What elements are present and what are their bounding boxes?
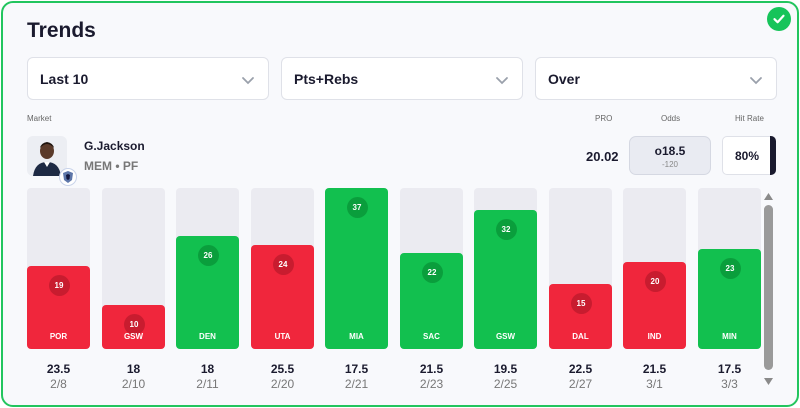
game-date: 2/11	[196, 377, 219, 391]
game-date: 2/23	[419, 377, 444, 391]
bar-track[interactable]: 37 MIA	[325, 188, 388, 349]
scroll-up-icon[interactable]	[763, 192, 774, 201]
game-line: 17.5	[344, 362, 369, 376]
bar-value-label: 15	[570, 293, 592, 314]
bar-track[interactable]: 32 GSW	[474, 188, 537, 349]
bar-track[interactable]: 20 IND	[623, 188, 686, 349]
bar-value-label: 23	[719, 258, 741, 279]
scrollbar-thumb[interactable]	[764, 205, 773, 370]
bar-fill: 22 SAC	[400, 253, 463, 349]
game-line: 21.5	[642, 362, 667, 376]
odds-price: -120	[661, 160, 678, 169]
bar-value-label: 10	[123, 314, 145, 335]
bar-fill: 37 MIA	[325, 188, 388, 349]
game-date: 2/8	[50, 377, 67, 391]
bar-track[interactable]: 22 SAC	[400, 188, 463, 349]
bar-track[interactable]: 26 DEN	[176, 188, 239, 349]
game-line: 25.5	[270, 362, 295, 376]
chevron-down-icon	[750, 77, 762, 85]
scroll-down-icon[interactable]	[763, 377, 774, 386]
bar-opponent-label: MIA	[349, 332, 364, 341]
bar-track[interactable]: 10 GSW	[102, 188, 165, 349]
odds-label: Odds	[661, 114, 681, 123]
bar-opponent-label: UTA	[274, 332, 291, 341]
player-headshot-icon	[33, 142, 61, 176]
bar-track[interactable]: 19 POR	[27, 188, 90, 349]
player-team-position: MEM • PF	[84, 159, 139, 173]
bar-value-label: 37	[346, 197, 368, 218]
bar-opponent-label: GSW	[123, 332, 144, 341]
bar-fill: 32 GSW	[474, 210, 537, 349]
avatar	[27, 136, 67, 176]
bar-fill: 23 MIN	[698, 249, 761, 349]
hit-rate-value: 80%	[735, 148, 760, 163]
market-label: Market	[27, 114, 52, 123]
market-select[interactable]: Pts+Rebs	[281, 57, 523, 100]
bar-value-label: 22	[421, 262, 443, 283]
bar-fill: 15 DAL	[549, 284, 612, 349]
hit-rate-label: Hit Rate	[735, 114, 764, 123]
game-line: 17.5	[717, 362, 742, 376]
bar-fill: 10 GSW	[102, 305, 165, 349]
game-line: 23.5	[46, 362, 71, 376]
game-line: 18	[200, 362, 215, 376]
bar-fill: 24 UTA	[251, 245, 314, 349]
game-line: 19.5	[493, 362, 518, 376]
odds-line: o18.5	[654, 144, 686, 158]
bar-track[interactable]: 23 MIN	[698, 188, 761, 349]
market-select-label: Pts+Rebs	[294, 70, 359, 87]
game-line: 22.5	[568, 362, 593, 376]
hit-rate-indicator	[770, 136, 776, 175]
period-select[interactable]: Last 10	[27, 57, 269, 100]
bar-value-label: 24	[272, 254, 294, 275]
bar-opponent-label: DAL	[572, 332, 589, 341]
bar-value-label: 19	[48, 275, 70, 296]
bar-value-label: 32	[495, 219, 517, 240]
bar-track[interactable]: 15 DAL	[549, 188, 612, 349]
bar-opponent-label: POR	[49, 332, 68, 341]
side-select[interactable]: Over	[535, 57, 777, 100]
hit-rate-box: 80%	[722, 136, 776, 175]
pro-label: PRO	[595, 114, 613, 123]
bar-fill: 20 IND	[623, 262, 686, 349]
game-date: 2/10	[121, 377, 146, 391]
game-date: 3/1	[646, 377, 663, 391]
bar-value-label: 26	[197, 245, 219, 266]
period-select-label: Last 10	[40, 70, 89, 87]
player-name: G.Jackson	[84, 139, 145, 153]
bar-value-label: 20	[644, 271, 666, 292]
game-line: 18	[126, 362, 141, 376]
game-date: 3/3	[721, 377, 738, 391]
game-date: 2/27	[568, 377, 593, 391]
bar-opponent-label: IND	[647, 332, 662, 341]
check-icon	[767, 7, 791, 31]
game-date: 2/25	[493, 377, 518, 391]
bar-opponent-label: MIN	[722, 332, 737, 341]
pro-value: 20.02	[586, 149, 619, 164]
bar-track[interactable]: 24 UTA	[251, 188, 314, 349]
bar-opponent-label: SAC	[423, 332, 440, 341]
chevron-down-icon	[242, 77, 254, 85]
side-select-label: Over	[548, 70, 580, 87]
bar-opponent-label: DEN	[199, 332, 216, 341]
chevron-down-icon	[496, 77, 508, 85]
game-line: 21.5	[419, 362, 444, 376]
bar-fill: 26 DEN	[176, 236, 239, 349]
game-date: 2/21	[344, 377, 369, 391]
game-date: 2/20	[270, 377, 295, 391]
team-logo-icon	[59, 168, 77, 186]
odds-button[interactable]: o18.5 -120	[629, 136, 711, 175]
bar-fill: 19 POR	[27, 266, 90, 349]
bar-opponent-label: GSW	[495, 332, 516, 341]
page-title: Trends	[27, 19, 96, 42]
